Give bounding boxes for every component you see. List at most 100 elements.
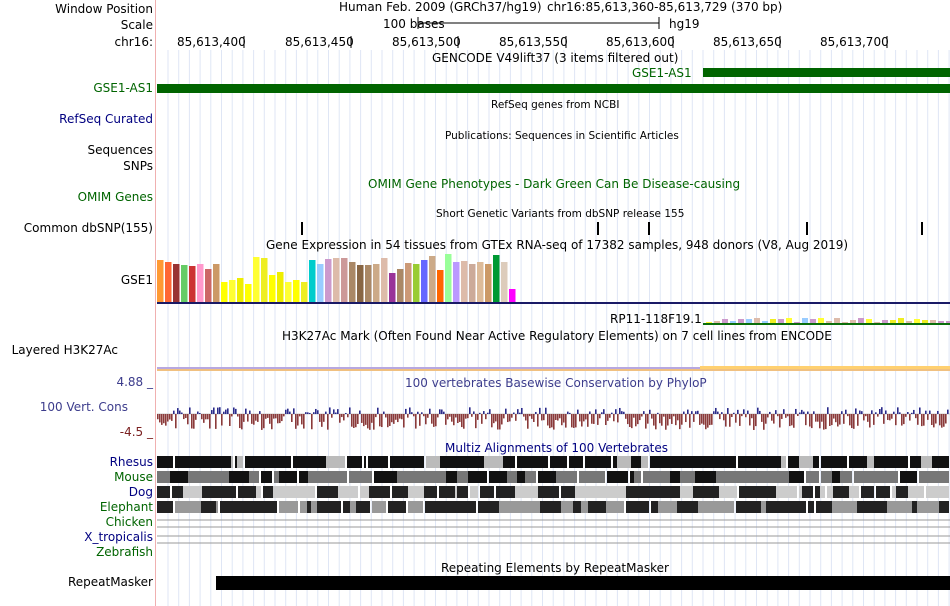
phylop-pos-bar xyxy=(875,412,877,414)
phylop-neg-bar xyxy=(191,414,193,429)
multiz-alignment-block xyxy=(876,486,890,498)
multiz-alignment-block xyxy=(286,501,298,513)
phylop-pos-bar xyxy=(603,409,605,414)
phylop-neg-bar xyxy=(455,414,457,418)
gtex-bar xyxy=(341,258,348,302)
species-mouse[interactable]: Mouse xyxy=(114,470,153,484)
gencode-track-label[interactable]: GSE1-AS1 xyxy=(93,81,153,95)
ruler-tick-label: 85,613,600 xyxy=(606,35,675,49)
multiz-alignment-block xyxy=(630,471,634,483)
phylop-neg-bar xyxy=(943,414,945,427)
dbsnp-track-label[interactable]: Common dbSNP(155) xyxy=(23,221,153,235)
phylop-pos-bar xyxy=(715,407,717,414)
multiz-alignment-block xyxy=(678,456,694,468)
phylop-track-label[interactable]: 100 Vert. Cons xyxy=(39,400,128,414)
phylop-neg-bar xyxy=(675,414,677,426)
species-rhesus[interactable]: Rhesus xyxy=(109,455,153,469)
omim-track-label[interactable]: OMIM Genes xyxy=(77,190,153,204)
phylop-pos-bar xyxy=(619,407,621,414)
multiz-alignment-block xyxy=(369,486,390,498)
phylop-neg-bar xyxy=(909,414,911,421)
gtex-feature-2-bar xyxy=(802,318,808,323)
gtex-feature-2-bar xyxy=(922,320,928,323)
phylop-pos-bar xyxy=(713,411,715,414)
h3k27ac-track-label[interactable]: Layered H3K27Ac xyxy=(11,343,118,357)
multiz-alignment-block xyxy=(326,471,347,483)
multiz-alignment-block xyxy=(276,486,289,498)
multiz-alignment-block xyxy=(468,471,487,483)
window-position-label: Window Position xyxy=(55,2,153,16)
species-dog[interactable]: Dog xyxy=(128,485,153,499)
multiz-alignment-block xyxy=(157,501,173,513)
phylop-neg-bar xyxy=(433,414,435,427)
gtex-feature-2-label[interactable]: RP11-118F19.1 xyxy=(610,312,702,326)
phylop-neg-bar xyxy=(883,414,885,424)
refseq-track-title: RefSeq genes from NCBI xyxy=(491,99,620,111)
multiz-alignment-block xyxy=(183,486,190,498)
phylop-neg-bar xyxy=(265,414,267,419)
phylop-neg-bar xyxy=(527,414,529,429)
gtex-track-label[interactable]: GSE1 xyxy=(120,273,153,287)
phylop-neg-bar xyxy=(543,414,545,421)
multiz-alignment-block xyxy=(760,471,780,483)
species-x-tropicalis[interactable]: X_tropicalis xyxy=(84,530,153,544)
phylop-neg-bar xyxy=(495,414,497,422)
multiz-alignment-block xyxy=(170,471,188,483)
multiz-alignment-block xyxy=(251,501,266,513)
phylop-pos-bar xyxy=(473,411,475,414)
multiz-alignment-block xyxy=(307,501,311,513)
multiz-alignment-block xyxy=(157,486,170,498)
phylop-pos-bar xyxy=(249,410,251,414)
repeatmasker-track-title: Repeating Elements by RepeatMasker xyxy=(441,561,669,575)
multiz-alignment-block xyxy=(799,486,802,498)
phylop-neg-bar xyxy=(477,414,479,420)
species-zebrafish[interactable]: Zebrafish xyxy=(96,545,153,559)
gtex-bar xyxy=(421,260,428,302)
species-chicken[interactable]: Chicken xyxy=(105,515,153,529)
phylop-neg-bar xyxy=(901,414,903,426)
multiz-alignment-block xyxy=(802,486,810,498)
phylop-neg-bar xyxy=(237,414,239,417)
multiz-alignment-block xyxy=(906,456,908,468)
phylop-neg-bar xyxy=(575,414,577,428)
phylop-pos-bar xyxy=(307,412,309,414)
publications-track-label-2[interactable]: SNPs xyxy=(123,159,153,173)
multiz-alignment-block xyxy=(266,501,277,513)
repeatmasker-track-label[interactable]: RepeatMasker xyxy=(67,575,153,589)
phylop-pos-bar xyxy=(595,409,597,414)
phylop-pos-bar xyxy=(813,411,815,414)
phylop-neg-bar xyxy=(933,414,935,428)
omim-track-title: OMIM Gene Phenotypes - Dark Green Can Be… xyxy=(368,177,741,191)
multiz-alignment-block xyxy=(588,501,606,513)
phylop-neg-bar xyxy=(437,414,439,418)
multiz-alignment-block xyxy=(589,486,606,498)
multiz-alignment-block xyxy=(457,486,468,498)
multiz-alignment-block xyxy=(278,456,291,468)
phylop-pos-bar xyxy=(717,411,719,414)
phylop-neg-bar xyxy=(663,414,665,417)
gencode-feature-label[interactable]: GSE1-AS1 xyxy=(632,66,692,80)
multiz-alignment-block xyxy=(235,456,237,468)
phylop-neg-bar xyxy=(753,414,755,430)
multiz-alignment-block xyxy=(716,501,734,513)
snp-tick xyxy=(301,222,303,235)
multiz-alignment-block xyxy=(607,471,618,483)
refseq-track-label[interactable]: RefSeq Curated xyxy=(59,112,153,126)
species-elephant[interactable]: Elephant xyxy=(99,500,153,514)
publications-track-label-1[interactable]: Sequences xyxy=(87,143,153,157)
gencode-track-title: GENCODE V49lift37 (3 items filtered out) xyxy=(432,51,679,65)
phylop-neg-bar xyxy=(767,414,769,418)
snp-tick xyxy=(806,222,808,235)
multiz-alignment-block xyxy=(273,486,276,498)
phylop-neg-bar xyxy=(673,414,675,417)
phylop-pos-bar xyxy=(405,408,407,414)
multiz-alignment-block xyxy=(302,456,314,468)
multiz-alignment-block xyxy=(861,486,874,498)
phylop-neg-bar xyxy=(327,414,329,430)
multiz-alignment-block xyxy=(857,501,873,513)
phylop-neg-bar xyxy=(503,414,505,419)
gtex-bar xyxy=(461,261,468,302)
gtex-bar xyxy=(189,266,196,302)
